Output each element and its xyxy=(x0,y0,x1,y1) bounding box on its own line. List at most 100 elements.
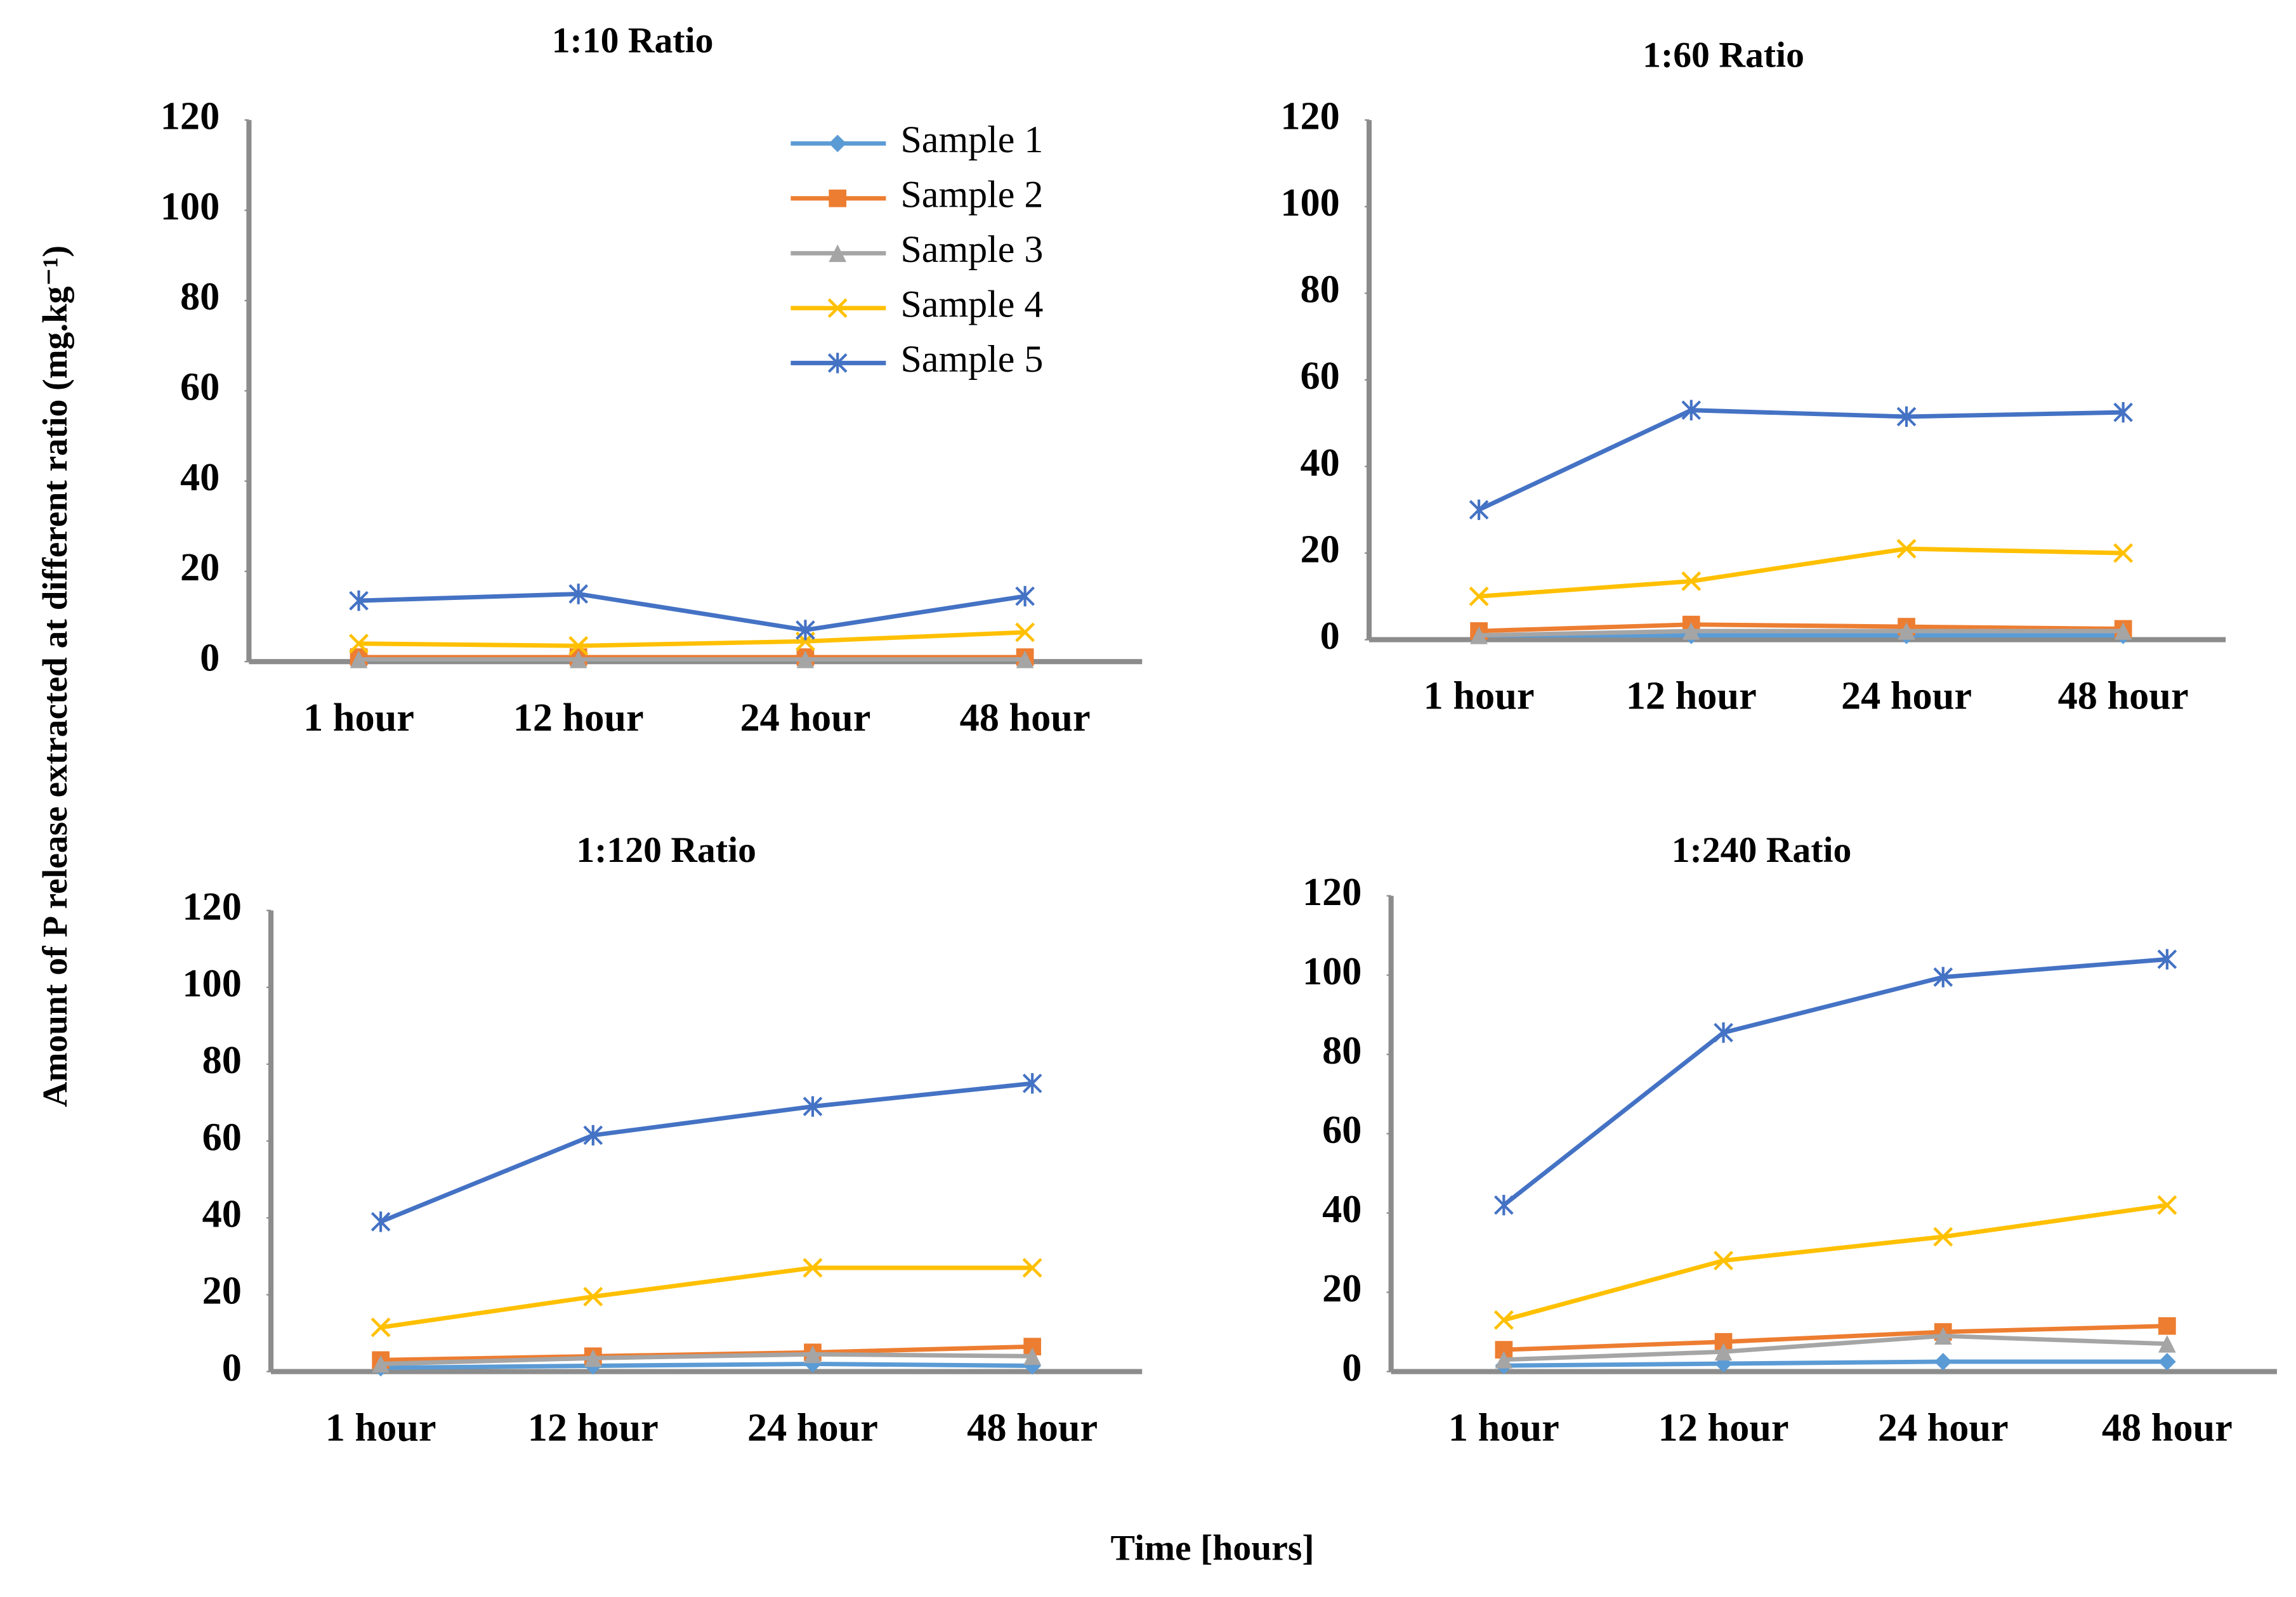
marker xyxy=(349,634,369,654)
marker xyxy=(803,1096,823,1117)
x-tick-label: 1 hour xyxy=(325,1405,436,1449)
legend-label: Sample 1 xyxy=(900,119,1043,160)
y-tick-label: 120 xyxy=(182,885,241,929)
x-tick-label: 48 hour xyxy=(967,1405,1098,1449)
marker xyxy=(2157,1195,2177,1215)
y-tick-label: 20 xyxy=(1301,527,1340,571)
legend-label: Sample 3 xyxy=(900,228,1043,270)
y-tick-label: 80 xyxy=(1322,1029,1361,1072)
legend-marker xyxy=(829,189,847,207)
marker xyxy=(1681,571,1702,591)
marker xyxy=(803,1258,823,1278)
x-tick-label: 48 hour xyxy=(2102,1405,2233,1449)
legend-marker xyxy=(829,244,847,263)
marker xyxy=(583,1124,603,1146)
series-line xyxy=(1504,1359,2167,1368)
x-tick-label: 48 hour xyxy=(2058,674,2189,718)
y-axis-label: Amount of P release extracted at differe… xyxy=(36,245,74,1107)
marker xyxy=(568,583,589,604)
marker xyxy=(1023,1347,1042,1366)
series-line xyxy=(1478,408,2123,512)
y-tick-label: 40 xyxy=(1301,441,1340,485)
y-tick-label: 60 xyxy=(180,365,220,409)
series-line xyxy=(1478,546,2123,599)
marker xyxy=(1494,1194,1514,1216)
marker xyxy=(1469,499,1489,520)
y-tick-label: 40 xyxy=(180,455,220,499)
y-tick-label: 80 xyxy=(202,1038,242,1082)
marker xyxy=(2113,401,2133,423)
chart-title: 1:120 Ratio xyxy=(576,830,756,870)
legend-label: Sample 2 xyxy=(900,173,1043,215)
series-line xyxy=(381,1352,1033,1366)
y-tick-label: 120 xyxy=(1280,95,1339,138)
x-tick-label: 1 hour xyxy=(303,696,414,740)
y-tick-label: 60 xyxy=(1301,354,1340,398)
x-tick-label: 1 hour xyxy=(1448,1405,1559,1449)
marker xyxy=(349,590,369,611)
y-tick-label: 40 xyxy=(202,1192,242,1236)
series-line xyxy=(1503,1203,2168,1322)
marker xyxy=(371,1211,391,1232)
y-tick-label: 100 xyxy=(182,961,241,1005)
marker xyxy=(1933,967,1953,988)
x-tick-label: 24 hour xyxy=(747,1405,878,1449)
marker xyxy=(1015,585,1035,607)
series-line xyxy=(380,1265,1033,1330)
chart-title: 1:60 Ratio xyxy=(1643,36,1804,75)
y-tick-label: 20 xyxy=(180,545,220,589)
x-tick-label: 12 hour xyxy=(1626,674,1757,718)
marker xyxy=(2158,1334,2176,1353)
marker xyxy=(1714,1022,1733,1043)
marker xyxy=(2158,1317,2176,1335)
marker xyxy=(350,650,368,668)
series-line xyxy=(1478,622,2123,634)
x-tick-label: 12 hour xyxy=(513,696,644,740)
marker xyxy=(1933,1227,1953,1247)
marker xyxy=(1016,650,1034,668)
marker xyxy=(1934,1327,1952,1345)
x-tick-label: 12 hour xyxy=(528,1405,659,1449)
y-tick-label: 120 xyxy=(1302,870,1361,914)
chart-title: 1:240 Ratio xyxy=(1672,830,1852,870)
marker xyxy=(1714,1343,1733,1361)
legend-marker xyxy=(827,353,848,374)
y-tick-label: 100 xyxy=(1280,181,1339,225)
chart-title: 1:10 Ratio xyxy=(552,20,714,60)
marker xyxy=(796,650,815,668)
y-tick-label: 20 xyxy=(1322,1267,1361,1310)
series-line xyxy=(1504,1333,2167,1362)
series-line xyxy=(1504,1324,2167,1352)
y-tick-label: 0 xyxy=(1342,1346,1361,1390)
marker xyxy=(1022,1258,1042,1278)
y-tick-label: 100 xyxy=(1302,949,1361,993)
marker xyxy=(1015,622,1035,642)
marker xyxy=(1495,1350,1513,1369)
legend-label: Sample 5 xyxy=(900,338,1043,380)
y-tick-label: 0 xyxy=(1320,614,1340,658)
x-axis-label: Time [hours] xyxy=(1111,1529,1315,1568)
marker xyxy=(1022,1073,1042,1094)
y-tick-label: 100 xyxy=(161,185,220,228)
y-tick-label: 0 xyxy=(200,636,220,680)
marker xyxy=(568,636,589,656)
marker xyxy=(804,1345,822,1364)
x-tick-label: 12 hour xyxy=(1658,1405,1789,1449)
x-tick-label: 48 hour xyxy=(960,696,1091,740)
series-line xyxy=(381,1361,1033,1370)
y-tick-label: 0 xyxy=(222,1346,242,1390)
marker xyxy=(2157,949,2177,970)
series-line xyxy=(358,591,1026,632)
marker xyxy=(1681,400,1702,420)
series-line xyxy=(358,630,1025,648)
series-line xyxy=(379,1081,1033,1224)
marker xyxy=(1714,1251,1734,1271)
y-tick-label: 40 xyxy=(1322,1187,1361,1231)
marker xyxy=(583,1286,603,1307)
marker xyxy=(371,1317,391,1338)
x-tick-label: 24 hour xyxy=(1878,1405,2009,1449)
y-tick-label: 120 xyxy=(161,95,220,138)
marker xyxy=(1896,538,1917,559)
